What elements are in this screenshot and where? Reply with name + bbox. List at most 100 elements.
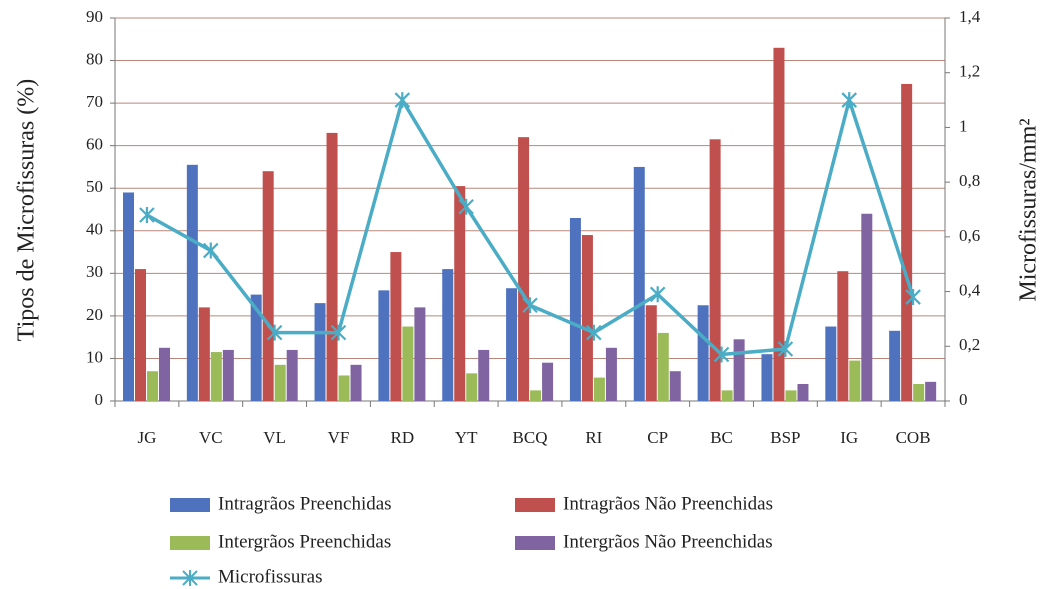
bar (198, 307, 210, 401)
legend-swatch (515, 536, 555, 550)
x-tick-label: IG (840, 428, 858, 447)
bar (135, 269, 146, 401)
bar (925, 381, 937, 401)
legend-swatch (170, 498, 210, 512)
x-tick-label: CP (647, 428, 668, 447)
y-tick-label: 80 (86, 49, 103, 68)
bar (147, 371, 158, 401)
bar (506, 288, 518, 401)
y2-tick-label: 1,4 (959, 7, 981, 26)
bar (773, 47, 785, 402)
bar (378, 290, 390, 401)
y2-tick-label: 0,6 (959, 226, 980, 245)
bar (797, 383, 809, 401)
bar (645, 305, 657, 401)
bar (530, 390, 542, 401)
x-tick-label: RD (390, 428, 414, 447)
marker (202, 242, 219, 259)
bar (274, 364, 286, 401)
legend-swatch (515, 498, 555, 512)
marker (266, 324, 283, 341)
bar (262, 171, 274, 401)
y2-tick-label: 0,2 (959, 335, 980, 354)
y-tick-label: 0 (95, 390, 104, 409)
bar (825, 326, 837, 401)
bar (314, 303, 326, 401)
y-axis-label: Tipos de Microfissuras (%) (14, 79, 40, 341)
x-tick-label: JG (137, 428, 156, 447)
bar (454, 186, 466, 401)
bar (761, 354, 773, 401)
x-tick-label: VC (199, 428, 223, 447)
bar (913, 383, 925, 401)
y-tick-label: 50 (86, 177, 103, 196)
legend-label: Intergrãos Não Preenchidas (563, 531, 773, 552)
x-tick-label: RI (585, 428, 602, 447)
y2-axis-label: Microfissuras/mm² (1016, 118, 1042, 301)
legend-swatch (170, 536, 210, 550)
marker (522, 297, 538, 314)
marker (713, 346, 730, 363)
bar (326, 132, 338, 401)
bar (721, 390, 733, 401)
x-tick-label: VF (328, 428, 350, 447)
bar (478, 349, 490, 401)
bar (390, 252, 402, 401)
y2-tick-label: 1 (959, 116, 968, 135)
bar (849, 360, 861, 401)
bar (518, 137, 530, 401)
bar (159, 347, 170, 401)
y2-tick-label: 0,4 (959, 280, 981, 299)
y-tick-label: 40 (86, 220, 103, 239)
legend-label: Intragrãos Preenchidas (218, 493, 392, 514)
marker (649, 286, 666, 303)
x-tick-label: VL (263, 428, 286, 447)
bar (581, 235, 593, 401)
marker (394, 92, 411, 109)
legend-label: Intergrãos Preenchidas (218, 531, 391, 552)
bar (442, 269, 454, 401)
y-tick-label: 20 (86, 305, 103, 324)
bar (210, 352, 222, 401)
x-tick-label: BCQ (513, 428, 548, 447)
bar (837, 271, 849, 401)
bar (593, 377, 605, 401)
x-tick-label: COB (896, 428, 931, 447)
bar (785, 390, 797, 401)
y2-tick-label: 0 (959, 390, 968, 409)
bar (889, 330, 901, 401)
x-tick-label: BSP (770, 428, 800, 447)
legend-swatch (182, 570, 198, 586)
bar (861, 213, 873, 401)
bar (338, 375, 350, 401)
bar (733, 339, 745, 401)
y-tick-label: 60 (86, 135, 103, 154)
marker (586, 324, 602, 341)
y-tick-label: 30 (86, 262, 103, 281)
legend-label: Intragrãos Não Preenchidas (563, 493, 773, 514)
marker (905, 289, 921, 306)
y2-tick-label: 1,2 (959, 62, 980, 81)
bar (466, 373, 478, 401)
marker (330, 324, 347, 341)
bar (542, 362, 554, 401)
bar (286, 349, 298, 401)
y-tick-label: 10 (86, 347, 103, 366)
bar (657, 332, 669, 401)
legend-label: Microfissuras (218, 566, 322, 587)
y2-tick-label: 0,8 (959, 171, 980, 190)
marker (841, 92, 858, 109)
bar (414, 307, 426, 401)
bar (402, 326, 414, 401)
bar (186, 164, 198, 401)
bar (669, 371, 681, 401)
x-tick-label: BC (710, 428, 733, 447)
marker (458, 198, 474, 215)
bar (222, 349, 234, 401)
marker (777, 341, 794, 358)
marker (139, 206, 155, 223)
bar (350, 364, 362, 401)
bar (250, 294, 262, 401)
bar (901, 83, 913, 401)
